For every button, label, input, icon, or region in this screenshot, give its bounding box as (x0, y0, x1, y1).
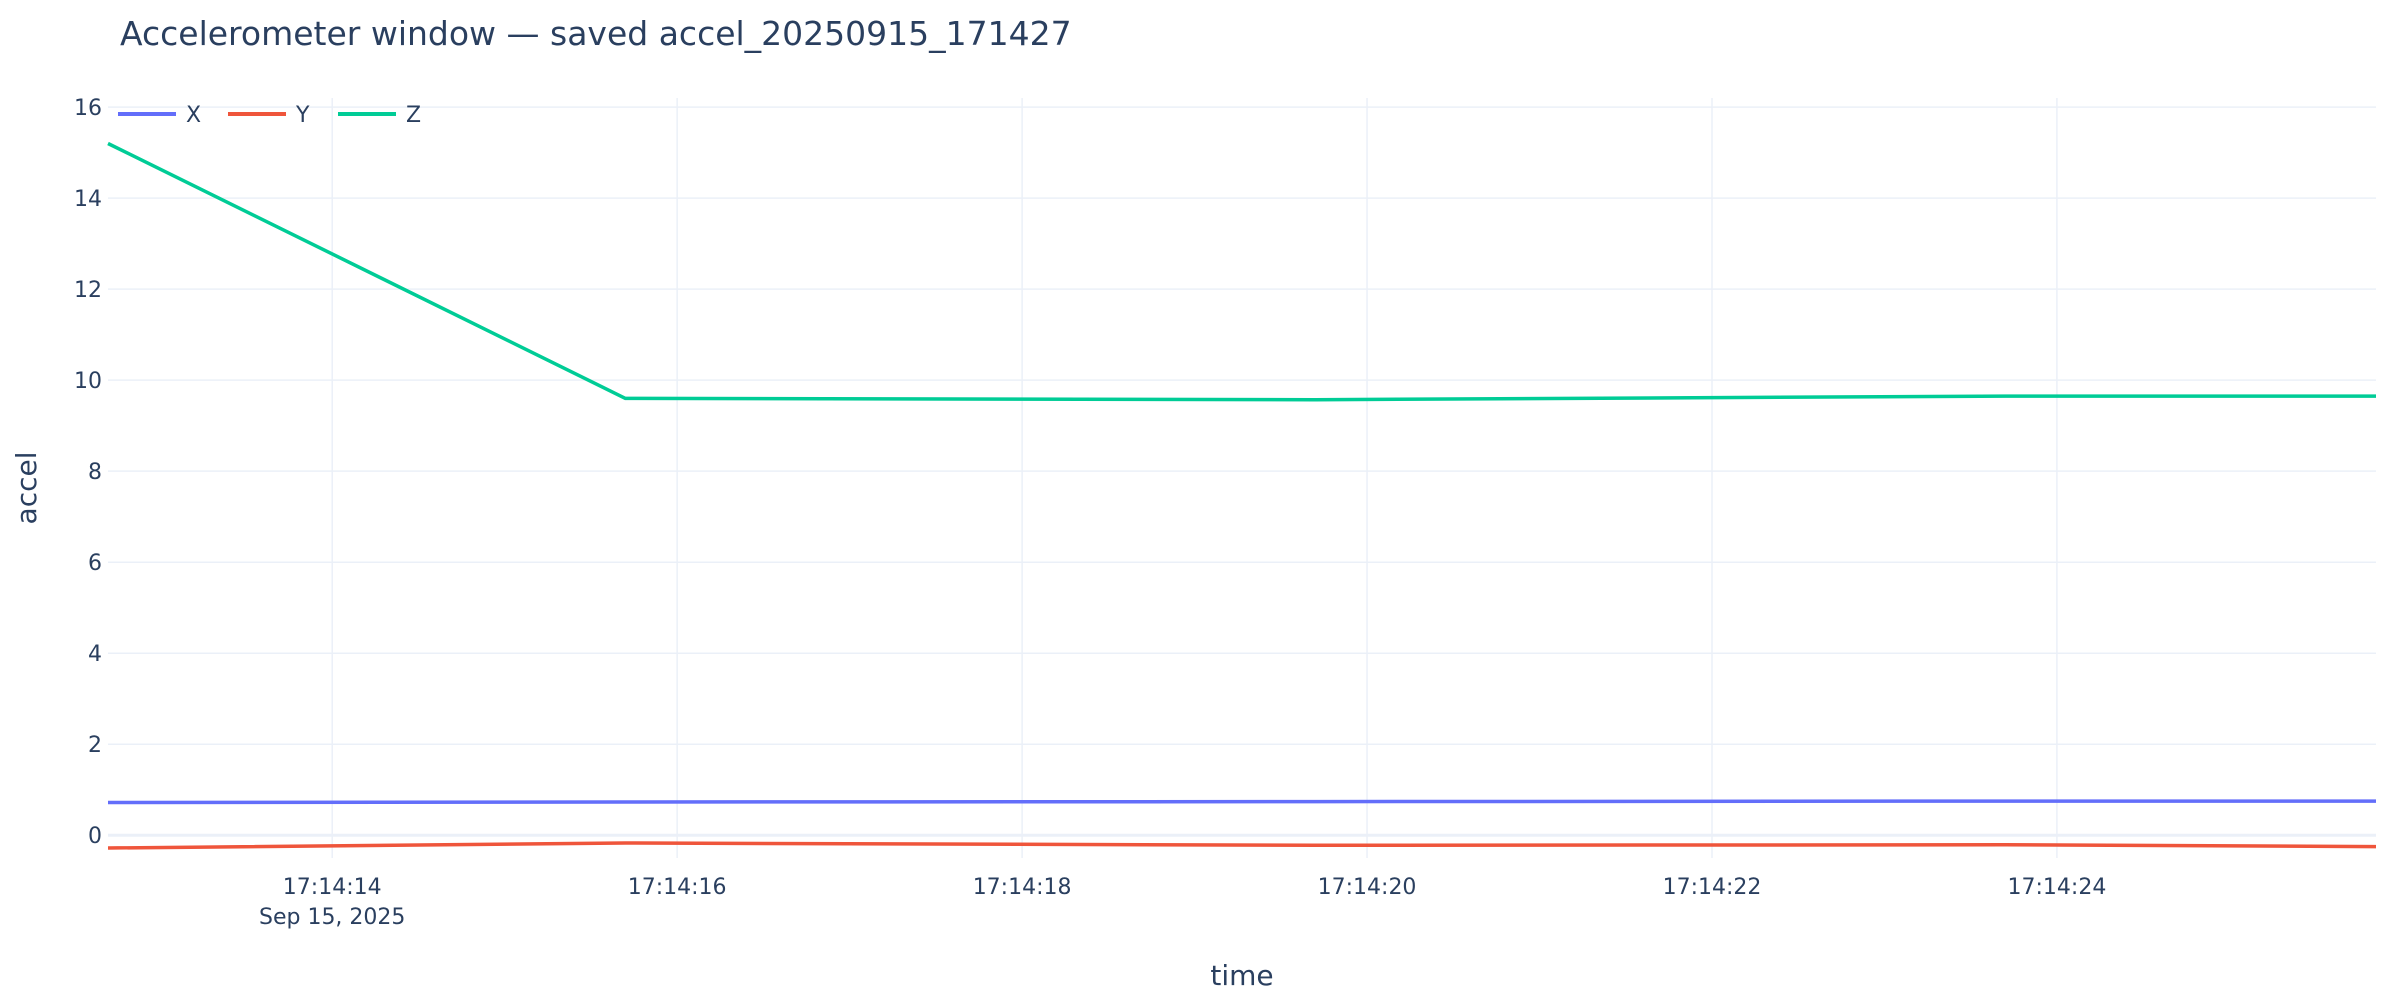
y-tick-label: 4 (88, 642, 102, 667)
x-tick-label: 17:14:18 (973, 875, 1072, 900)
legend-item-z[interactable]: Z (338, 103, 421, 128)
x-tick-label: 17:14:24 (2008, 875, 2107, 900)
y-tick-label: 16 (74, 96, 102, 121)
y-tick-label: 12 (74, 278, 102, 303)
x-tick-label: 17:14:14 (283, 875, 382, 900)
y-tick-label: 2 (88, 733, 102, 758)
series-line-y[interactable] (107, 841, 2377, 850)
legend-label: Y (295, 103, 310, 128)
x-date-label: Sep 15, 2025 (259, 905, 405, 930)
y-tick-label: 10 (74, 369, 102, 394)
grid-layer (108, 98, 2376, 858)
tick-layer: 0 2 4 6 8 10 12 14 16 17:14:14 Sep 15, 2025 17:14:1… (74, 96, 2106, 930)
legend[interactable]: X Y Z (118, 103, 421, 128)
series-line-x[interactable] (107, 799, 2376, 805)
series-layer (107, 141, 2377, 850)
legend-item-y[interactable]: Y (228, 103, 310, 128)
y-tick-label: 14 (74, 187, 102, 212)
y-axis-title: accel (10, 452, 43, 525)
x-tick-label: 17:14:16 (628, 875, 727, 900)
x-tick-label: 17:14:20 (1318, 875, 1417, 900)
y-tick-label: 0 (88, 824, 102, 849)
x-axis-title: time (1210, 959, 1273, 992)
x-tick-label: 17:14:22 (1663, 875, 1762, 900)
y-tick-label: 6 (88, 551, 102, 576)
legend-label: X (186, 103, 201, 128)
series-line-z[interactable] (107, 141, 2376, 402)
y-tick-label: 8 (88, 460, 102, 485)
legend-label: Z (406, 103, 421, 128)
legend-item-x[interactable]: X (118, 103, 201, 128)
chart-title: Accelerometer window — saved accel_20250… (120, 14, 1072, 53)
